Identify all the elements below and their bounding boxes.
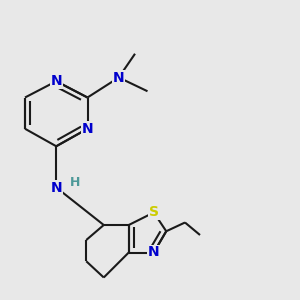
Text: N: N — [113, 70, 124, 85]
Text: N: N — [50, 74, 62, 88]
Text: H: H — [70, 176, 80, 189]
Text: N: N — [50, 181, 62, 194]
Text: N: N — [82, 122, 93, 136]
Text: N: N — [148, 245, 160, 260]
Text: S: S — [149, 206, 159, 220]
